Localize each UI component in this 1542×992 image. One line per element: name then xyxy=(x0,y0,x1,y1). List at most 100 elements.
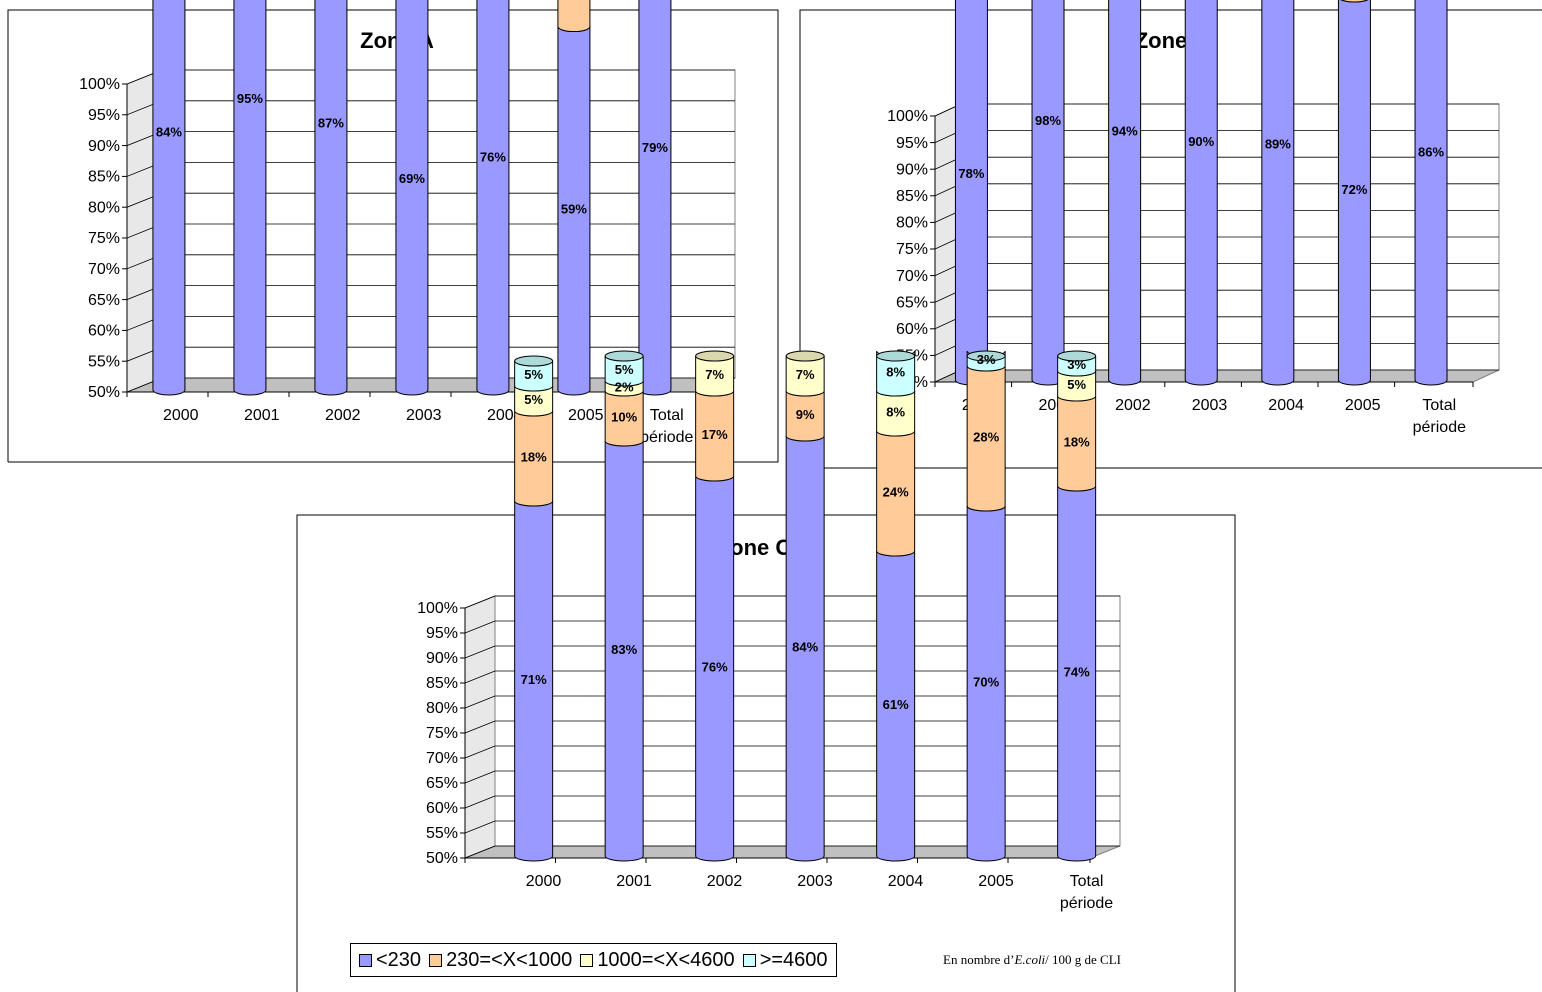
x-tick-label: Total xyxy=(1422,397,1456,414)
grid-diagonal xyxy=(464,745,496,759)
bar-stack: 83% 10% 2% 5% xyxy=(604,350,644,862)
data-label: 18% xyxy=(1064,434,1090,449)
grid-diagonal xyxy=(464,820,496,834)
data-label: 95% xyxy=(237,91,263,106)
data-label: 74% xyxy=(1064,664,1090,679)
x-tick-label: période xyxy=(640,429,693,446)
x-tick-label: 2003 xyxy=(797,873,833,890)
data-label: 70% xyxy=(973,674,999,689)
bar-segment xyxy=(954,0,988,386)
unit-note-italic: E.coli xyxy=(1014,952,1046,967)
bar-segment xyxy=(1108,0,1142,386)
y-tick-label: 85% xyxy=(896,188,928,205)
bar-segment xyxy=(1031,0,1065,386)
y-tick-label: 75% xyxy=(896,241,928,258)
bar-stack: 84% 9% 7% xyxy=(785,350,825,862)
y-tick-label: 60% xyxy=(426,800,458,817)
x-tick-label: 2003 xyxy=(406,407,442,424)
y-tick-label: 70% xyxy=(896,268,928,285)
data-label: 79% xyxy=(642,140,668,155)
x-tick-label: 2003 xyxy=(1192,397,1228,414)
data-label: 3% xyxy=(1067,357,1086,372)
bar-stack: 78%12%7%4% xyxy=(954,0,988,386)
bar-cap xyxy=(514,355,554,367)
data-label: 76% xyxy=(480,149,506,164)
grid-diagonal xyxy=(464,695,496,709)
bar-stack: 72%20%5%3% xyxy=(1337,0,1371,386)
grid-diagonal xyxy=(464,670,496,684)
x-tick-label: Total xyxy=(650,407,684,424)
grid-diagonal xyxy=(464,645,496,659)
x-tick-label: 2004 xyxy=(1268,397,1304,414)
bar-stack: 61% 24% 8% 8% xyxy=(876,350,916,862)
data-label: 7% xyxy=(796,367,815,382)
bar-segment xyxy=(1184,0,1218,386)
bar-cap xyxy=(1057,350,1097,362)
bar-segment xyxy=(1414,0,1448,386)
y-tick-label: 95% xyxy=(88,107,120,124)
data-label: 7% xyxy=(705,367,724,382)
x-tick-label: 2002 xyxy=(1115,397,1151,414)
unit-note-suffix: / 100 g de CLI xyxy=(1045,952,1121,967)
y-tick-label: 65% xyxy=(896,294,928,311)
legend-item-1000-4600: 1000=<X<4600 xyxy=(580,949,735,972)
x-tick-label: 2005 xyxy=(1345,397,1381,414)
bar-segment xyxy=(314,0,348,396)
bar-segment xyxy=(395,0,429,396)
y-tick-label: 100% xyxy=(79,76,120,93)
y-tick-label: 80% xyxy=(896,215,928,232)
bar-stack: 70% 28% 3% xyxy=(966,350,1006,862)
bar-segment xyxy=(152,0,186,396)
data-label: 2% xyxy=(615,379,634,394)
bar-cap xyxy=(966,350,1006,362)
bar-segment xyxy=(1340,0,1369,3)
bar-stack: 59%24%13%4% xyxy=(557,0,591,396)
data-label: 78% xyxy=(958,166,984,181)
x-tick-label: période xyxy=(1060,895,1113,912)
legend-item-230-1000: 230=<X<1000 xyxy=(429,949,572,972)
x-tick-label: 2005 xyxy=(978,873,1014,890)
data-label: 8% xyxy=(886,364,905,379)
y-tick-label: 75% xyxy=(88,230,120,247)
legend: <230 230=<X<1000 1000=<X<4600 >=4600 xyxy=(350,943,837,977)
y-tick-label: 90% xyxy=(896,161,928,178)
legend-swatch-gte4600 xyxy=(742,953,756,967)
y-tick-label: 65% xyxy=(426,775,458,792)
data-label: 76% xyxy=(702,659,728,674)
y-tick-label: 50% xyxy=(88,384,120,401)
y-tick-label: 50% xyxy=(426,850,458,867)
chart-frame xyxy=(296,514,1236,992)
data-label: 87% xyxy=(318,115,344,130)
y-tick-label: 75% xyxy=(426,725,458,742)
data-label: 28% xyxy=(973,429,999,444)
y-tick-label: 80% xyxy=(88,199,120,216)
legend-item-gte4600: >=4600 xyxy=(742,949,828,972)
data-label: 89% xyxy=(1265,137,1291,152)
data-label: 24% xyxy=(883,484,909,499)
y-tick-label: 65% xyxy=(88,292,120,309)
grid-diagonal xyxy=(464,595,496,609)
data-label: 61% xyxy=(883,697,909,712)
bar-cap xyxy=(785,350,825,362)
data-label: 94% xyxy=(1112,123,1138,138)
legend-label-230-1000: 230=<X<1000 xyxy=(446,948,573,971)
data-label: 86% xyxy=(1418,145,1444,160)
x-tick-label: 2001 xyxy=(616,873,652,890)
data-label: 5% xyxy=(524,392,543,407)
chart-1: Zone A50%55%60%65%70%75%80%85%90%95%100%… xyxy=(7,0,779,463)
data-label: 18% xyxy=(521,449,547,464)
bar-segment xyxy=(557,0,591,33)
x-tick-label: 2000 xyxy=(163,407,199,424)
data-label: 5% xyxy=(1067,377,1086,392)
y-tick-label: 60% xyxy=(88,323,120,340)
bar-stack: 79%14%5%2% xyxy=(638,0,672,396)
bar-stack: 71% 18% 5% 5% xyxy=(514,355,554,862)
bar-stack: 84%10%6% xyxy=(152,0,186,396)
bar-stack: 89%9%2% xyxy=(1261,0,1295,386)
x-tick-label: 2000 xyxy=(526,873,562,890)
bar-stack: 76%18%1%4% xyxy=(476,0,510,396)
grid-diagonal xyxy=(464,845,496,859)
bar-cap xyxy=(695,350,735,362)
x-tick-label: 2002 xyxy=(707,873,743,890)
